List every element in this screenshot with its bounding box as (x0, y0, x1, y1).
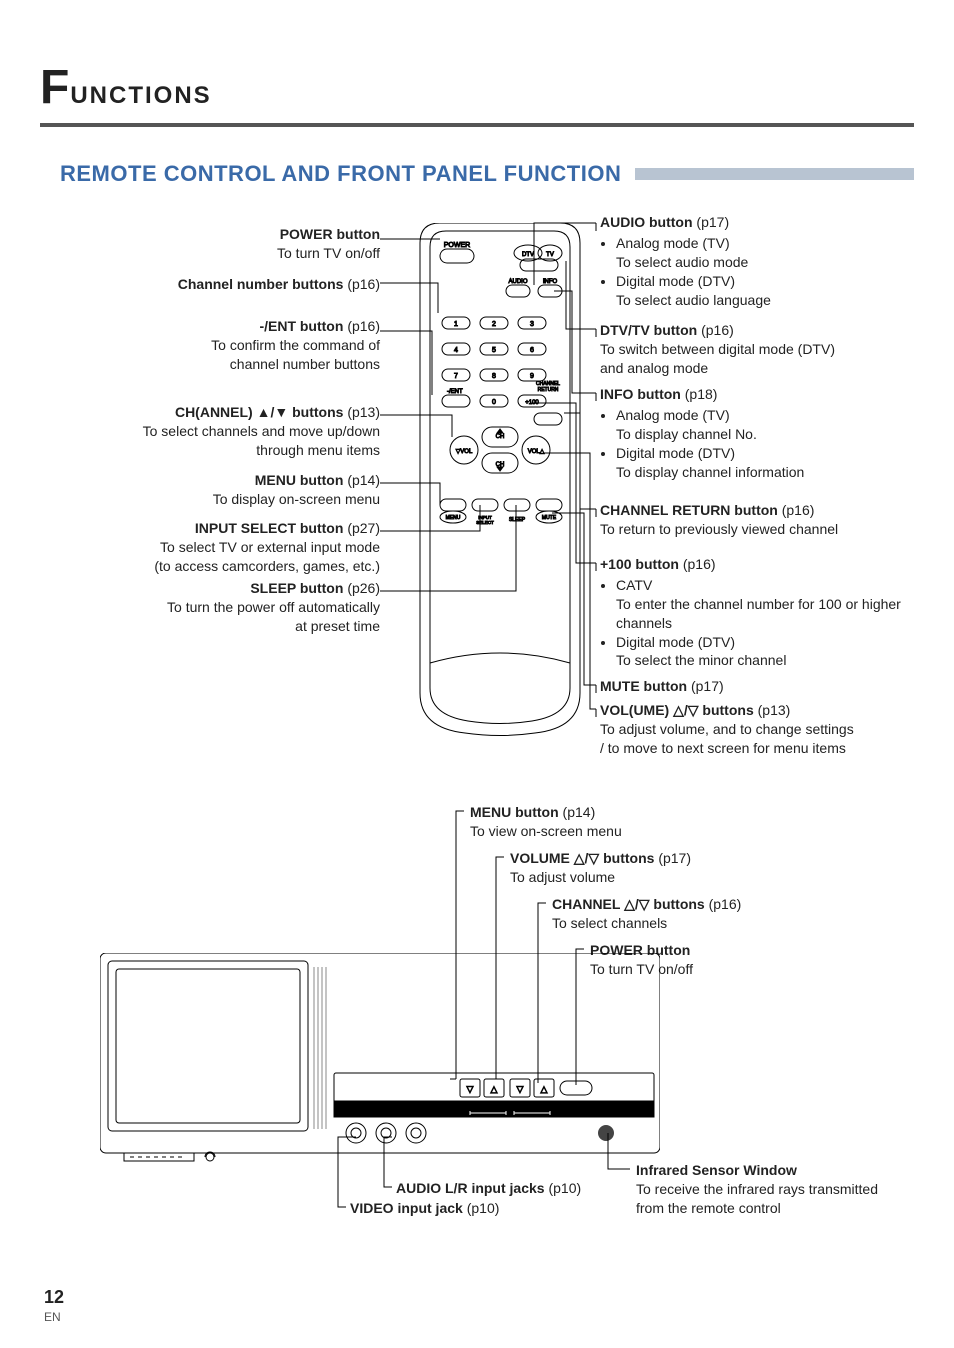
svg-text:INFO: INFO (543, 279, 558, 285)
svg-text:7: 7 (454, 373, 458, 380)
left-callout-4: MENU button (p14)To display on-screen me… (40, 471, 380, 509)
section-heading-bar (635, 168, 914, 180)
svg-text:VOL△: VOL△ (528, 449, 545, 455)
page-number: 12 EN (44, 1287, 64, 1324)
section-heading: REMOTE CONTROL AND FRONT PANEL FUNCTION (40, 161, 635, 187)
svg-text:4: 4 (454, 347, 458, 354)
svg-text:AUDIO: AUDIO (394, 1108, 413, 1114)
left-callout-0: POWER buttonTo turn TV on/off (40, 225, 380, 263)
fp-ir-callout: Infrared Sensor Window To receive the in… (636, 1161, 896, 1218)
svg-text:R: R (416, 1108, 421, 1114)
fp-volume-callout: VOLUME △/▽ buttons (p17) To adjust volum… (510, 849, 691, 887)
page-title: FUNCTIONS (40, 60, 914, 115)
right-callout-6: VOL(UME) △/▽ buttons (p13)To adjust volu… (600, 701, 930, 758)
svg-text:5: 5 (492, 347, 496, 354)
remote-svg: POWER DTV TV AUDIO INFO 1 2 3 4 5 6 7 8 9 (410, 223, 590, 743)
right-callout-4: +100 button (p16)CATVTo enter the channe… (600, 555, 930, 670)
svg-text:0: 0 (492, 399, 496, 406)
svg-text:6: 6 (530, 347, 534, 354)
right-callout-0: AUDIO button (p17)Analog mode (TV)To sel… (600, 213, 930, 309)
svg-text:+100: +100 (525, 400, 539, 406)
svg-text:△: △ (541, 1084, 548, 1094)
svg-text:MENU: MENU (446, 515, 461, 521)
svg-text:3: 3 (530, 321, 534, 328)
svg-text:MUTE: MUTE (542, 515, 557, 521)
svg-text:9: 9 (530, 373, 534, 380)
svg-text:POWER: POWER (565, 1108, 588, 1114)
left-callout-6: SLEEP button (p26)To turn the power off … (40, 579, 380, 636)
tv-illustration: ▽ △ ▽ △ VIDEO L AUDIO R MENU VOLUME CHAN… (100, 953, 660, 1183)
svg-text:SELECT: SELECT (476, 520, 494, 525)
svg-text:SLEEP: SLEEP (509, 517, 526, 523)
remote-illustration: POWER DTV TV AUDIO INFO 1 2 3 4 5 6 7 8 9 (410, 223, 590, 748)
title-rest: UNCTIONS (70, 82, 211, 109)
svg-text:1: 1 (454, 321, 458, 328)
svg-text:△: △ (491, 1084, 498, 1094)
svg-text:RETURN: RETURN (538, 387, 559, 393)
right-callout-3: CHANNEL RETURN button (p16)To return to … (600, 501, 930, 539)
svg-text:▽: ▽ (517, 1084, 524, 1094)
svg-text:▽: ▽ (467, 1084, 474, 1094)
left-callout-2: -/ENT button (p16)To confirm the command… (40, 317, 380, 374)
svg-text:▽VOL: ▽VOL (456, 449, 473, 455)
svg-text:CH: CH (496, 434, 505, 440)
svg-text:MENU: MENU (446, 1108, 464, 1114)
svg-text:AUDIO: AUDIO (508, 279, 527, 285)
svg-text:2: 2 (492, 321, 496, 328)
left-callout-1: Channel number buttons (p16) (40, 275, 380, 294)
svg-text:VIDEO: VIDEO (352, 1108, 371, 1114)
svg-text:-/ENT: -/ENT (447, 389, 463, 395)
svg-text:8: 8 (492, 373, 496, 380)
left-callout-3: CH(ANNEL) ▲/▼ buttons (p13)To select cha… (40, 403, 380, 460)
fp-menu-callout: MENU button (p14) To view on-screen menu (470, 803, 622, 841)
title-rule (40, 123, 914, 127)
svg-text:DTV: DTV (522, 252, 534, 258)
fp-video-callout: VIDEO input jack (p10) (350, 1199, 499, 1218)
right-callout-2: INFO button (p18)Analog mode (TV)To disp… (600, 385, 930, 481)
right-callout-5: MUTE button (p17) (600, 677, 930, 696)
left-callout-5: INPUT SELECT button (p27)To select TV or… (40, 519, 380, 576)
right-callout-1: DTV/TV button (p16)To switch between dig… (600, 321, 930, 378)
svg-text:POWER: POWER (444, 242, 470, 249)
fp-channel-callout: CHANNEL △/▽ buttons (p16) To select chan… (552, 895, 741, 933)
svg-text:TV: TV (546, 252, 554, 258)
title-bigletter: F (40, 61, 70, 114)
